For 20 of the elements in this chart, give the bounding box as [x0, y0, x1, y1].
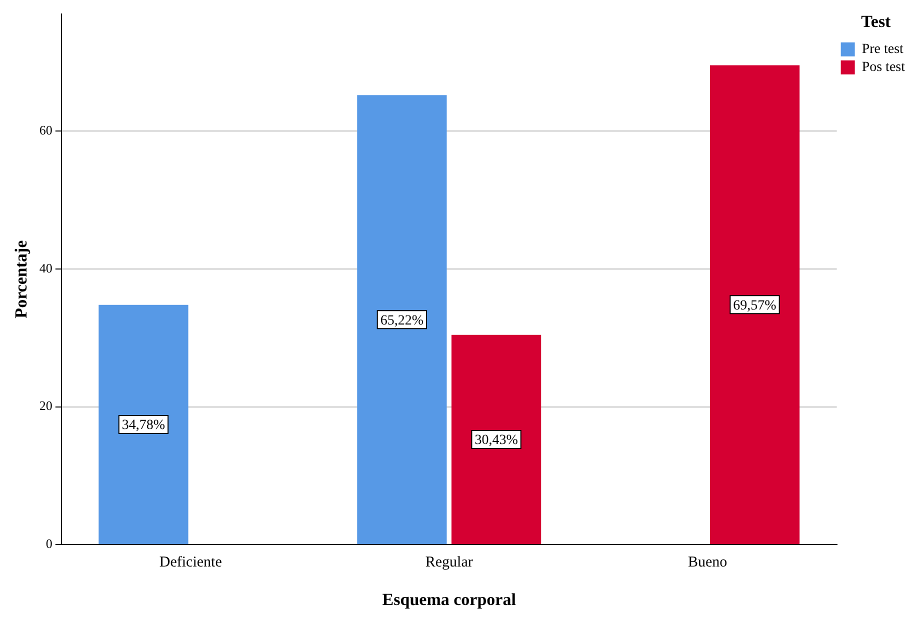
- y-axis-title: Porcentaje: [12, 240, 31, 318]
- x-tick-label: Deficiente: [159, 554, 222, 571]
- x-axis-title: Esquema corporal: [382, 590, 516, 610]
- bar: [451, 334, 542, 544]
- legend-label: Pre test: [862, 42, 904, 58]
- y-tick-label: 60: [39, 122, 52, 138]
- legend-label: Pos test: [862, 60, 906, 76]
- y-tick-label: 20: [39, 398, 52, 414]
- legend-title: Test: [861, 12, 892, 31]
- data-label: 30,43%: [474, 433, 518, 448]
- y-tick-label: 40: [39, 260, 52, 276]
- bar: [357, 95, 447, 544]
- x-tick-label: Bueno: [688, 554, 728, 571]
- data-label: 65,22%: [380, 313, 424, 328]
- bar: [710, 65, 800, 544]
- data-label: 34,78%: [122, 418, 166, 434]
- y-tick-label: 0: [46, 536, 52, 552]
- bar: [98, 304, 188, 544]
- data-label: 69,57%: [733, 298, 777, 314]
- x-tick-label: Regular: [425, 554, 473, 571]
